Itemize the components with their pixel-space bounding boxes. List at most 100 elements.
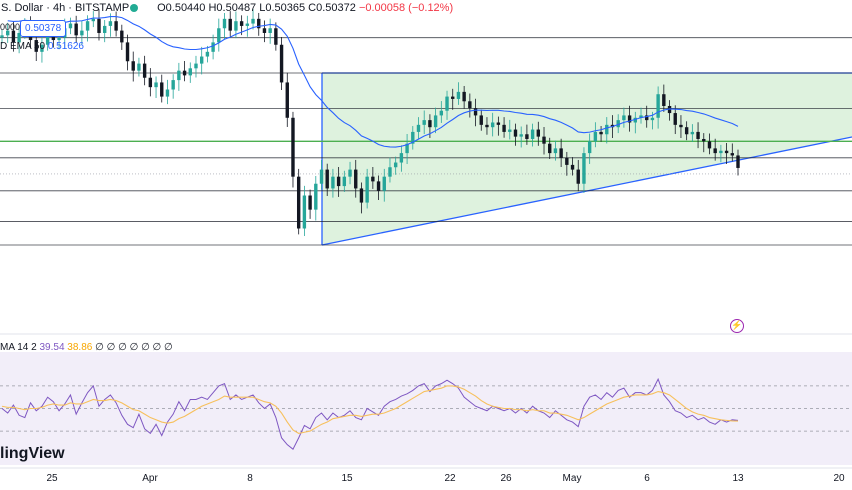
candle-body <box>359 188 364 203</box>
ema-value: 0.51626 <box>47 41 84 52</box>
candle-body <box>439 110 444 116</box>
candle-body <box>348 169 352 177</box>
brand-logo-text: lingView <box>0 445 65 462</box>
candle-body <box>490 122 495 128</box>
candle-body <box>102 25 107 33</box>
candle-body <box>605 124 609 135</box>
candle-body <box>428 120 432 128</box>
candle-body <box>696 131 700 139</box>
candle-body <box>325 169 329 189</box>
candle-body <box>502 124 506 132</box>
candle-body <box>399 153 404 163</box>
candle-body <box>411 131 415 144</box>
candle-body <box>576 169 580 184</box>
candle-body <box>371 176 375 182</box>
x-tick-label: 20 <box>833 473 845 484</box>
candle-body <box>456 91 461 99</box>
candle-body <box>108 21 113 26</box>
candle-body <box>251 18 255 24</box>
x-tick-label: 25 <box>46 473 58 484</box>
rsi-line <box>1 377 739 450</box>
candle-body <box>125 42 130 62</box>
candle-body <box>68 23 73 29</box>
candle-body <box>388 167 392 177</box>
candle-body <box>376 181 381 191</box>
candle-body <box>137 63 141 71</box>
candle-body <box>114 21 118 31</box>
candle-body <box>548 143 552 154</box>
candle-body <box>74 23 78 36</box>
candle-body <box>205 51 210 57</box>
candle-body <box>536 129 541 137</box>
rsi-ma-value: 38.86 <box>67 342 93 353</box>
candle-body <box>154 82 158 88</box>
candle-body <box>40 44 44 52</box>
candle-body <box>234 21 238 31</box>
ema-legend[interactable]: D EMA 50 0.51626 <box>0 41 84 52</box>
candle-body <box>17 32 21 43</box>
candle-body <box>131 61 135 71</box>
candle-body <box>382 176 386 191</box>
candle-body <box>468 101 472 109</box>
candle-body <box>245 23 250 26</box>
symbol-title[interactable]: S. Dollar · 4h · BITSTAMP <box>1 2 129 14</box>
candle-body <box>97 18 101 33</box>
candle-body <box>194 63 198 69</box>
candle-body <box>279 44 284 83</box>
candle-body <box>724 150 729 154</box>
rsi-extra: ∅ ∅ ∅ ∅ ∅ ∅ ∅ <box>95 342 173 353</box>
candle-body <box>525 134 529 139</box>
candle-body <box>433 115 438 128</box>
rsi-value: 39.54 <box>39 342 65 353</box>
candle-body <box>559 148 563 158</box>
candle-body <box>445 96 449 111</box>
x-tick-label: 26 <box>500 473 512 484</box>
candle-body <box>188 68 192 76</box>
candle-body <box>405 143 409 154</box>
candle-body <box>616 120 620 128</box>
last-price-badge: 0.50378 <box>20 20 67 37</box>
candle-body <box>656 94 660 118</box>
candle-body <box>451 96 455 99</box>
candle-body <box>142 63 147 78</box>
candle-body <box>599 131 603 135</box>
candle-body <box>211 42 215 52</box>
flash-icon[interactable]: ⚡ <box>730 319 744 333</box>
candle-body <box>34 40 38 52</box>
rsi-label: MA 14 2 <box>0 342 37 353</box>
candle-body <box>393 162 398 168</box>
triangle-fill <box>322 73 852 245</box>
x-tick-label: 13 <box>732 473 744 484</box>
candle-body <box>6 30 10 36</box>
x-tick-label: May <box>563 473 582 484</box>
candle-body <box>171 80 175 90</box>
candle-body <box>302 195 307 229</box>
candle-body <box>239 21 244 26</box>
candle-body <box>582 153 586 184</box>
candle-body <box>530 129 535 139</box>
candle-body <box>291 117 295 177</box>
candle-body <box>177 70 181 81</box>
candle-body <box>702 138 706 142</box>
candle-body <box>473 108 478 116</box>
candle-body <box>80 30 84 36</box>
chart-header: S. Dollar · 4h · BITSTAMP O0.50440 H0.50… <box>0 2 453 14</box>
x-tick-label: Apr <box>142 473 158 484</box>
candle-body <box>479 115 483 125</box>
rsi-ma-line <box>1 385 739 434</box>
candle-body <box>570 164 575 170</box>
candle-body <box>182 70 187 76</box>
candle-body <box>508 129 512 132</box>
rsi-legend[interactable]: MA 14 2 39.54 38.86 ∅ ∅ ∅ ∅ ∅ ∅ ∅ <box>0 342 173 353</box>
candle-body <box>228 18 232 31</box>
candle-body <box>679 124 683 128</box>
candle-body <box>519 134 523 137</box>
candle-body <box>662 94 666 106</box>
candle-body <box>199 56 204 64</box>
candle-body <box>262 28 267 33</box>
ema-prefix: D <box>0 41 8 52</box>
candle-body <box>336 176 341 187</box>
candle-body <box>416 124 421 132</box>
